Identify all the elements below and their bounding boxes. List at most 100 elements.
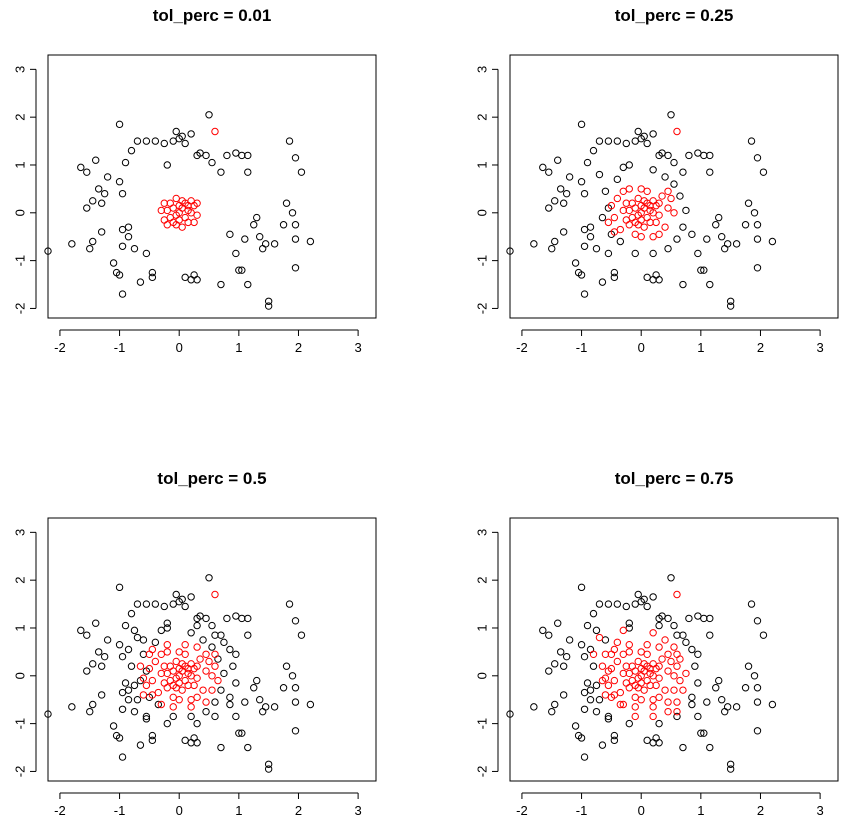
data-point-red <box>658 655 666 663</box>
data-point-black <box>97 662 106 670</box>
data-point-black <box>580 705 589 713</box>
data-point-black <box>670 158 678 167</box>
data-point-red <box>160 679 168 687</box>
data-point-red <box>670 209 678 217</box>
data-point-black <box>118 290 127 298</box>
data-point-red <box>610 645 619 654</box>
data-point-black <box>586 696 595 704</box>
data-point-black <box>715 213 723 222</box>
data-point-black <box>586 233 595 241</box>
data-point-black <box>715 676 723 685</box>
data-point-black <box>193 276 201 284</box>
data-point-black <box>232 679 240 687</box>
data-point-black <box>506 247 514 255</box>
data-point-red <box>643 213 651 222</box>
data-point-black <box>759 631 768 639</box>
data-point-red <box>184 681 192 690</box>
data-point-red <box>196 655 204 663</box>
x-tick-label: 3 <box>354 803 361 818</box>
data-point-black <box>732 240 741 248</box>
data-point-black <box>148 731 157 740</box>
data-point-black <box>616 237 625 246</box>
data-point-black <box>68 240 76 248</box>
data-point-red <box>619 650 628 658</box>
data-point-black <box>571 259 580 267</box>
data-point-black <box>115 178 124 186</box>
data-point-black <box>151 600 160 608</box>
data-point-black <box>115 271 124 279</box>
data-point-black <box>136 741 145 749</box>
data-point-red <box>187 703 195 711</box>
data-point-black <box>202 614 210 623</box>
data-point-red <box>619 187 628 195</box>
data-point-black <box>670 180 678 188</box>
y-tick-label: 3 <box>475 66 490 73</box>
data-point-black <box>613 137 622 145</box>
data-point-black <box>559 228 568 236</box>
data-point-black <box>238 151 246 160</box>
data-point-red <box>646 664 654 673</box>
data-point-black <box>583 621 592 630</box>
y-tick-label: 1 <box>475 161 490 168</box>
data-point-red <box>163 221 171 229</box>
data-point-black <box>559 662 568 670</box>
data-point-red <box>649 712 657 721</box>
data-point-black <box>559 199 568 207</box>
data-point-red <box>610 228 619 236</box>
data-point-black <box>270 703 279 711</box>
data-point-red <box>148 691 157 699</box>
data-point-red <box>160 216 168 224</box>
data-point-black <box>744 662 753 670</box>
data-point-black <box>133 600 142 608</box>
x-tick-label: 1 <box>235 340 242 355</box>
data-point-black <box>750 209 759 217</box>
data-point-red <box>625 185 633 193</box>
data-point-black <box>178 595 186 603</box>
data-point-black <box>232 149 240 157</box>
data-point-black <box>589 609 598 618</box>
data-point-black <box>679 168 687 176</box>
data-point-black <box>589 662 598 670</box>
data-point-black <box>291 727 300 735</box>
scatter-panel-4: tol_perc = 0.75 -2 -1 0 1 2 3 -2 -1 0 1 2 3 <box>475 469 839 818</box>
data-point-red <box>670 643 678 651</box>
data-point-red <box>673 662 681 670</box>
y-tick-label: 2 <box>475 114 490 121</box>
data-point-red <box>604 681 613 690</box>
data-point-black <box>291 617 300 625</box>
data-point-black <box>256 696 264 704</box>
data-point-black <box>163 619 171 627</box>
data-point-black <box>121 679 130 687</box>
data-point-black <box>253 676 261 685</box>
data-point-black <box>124 686 133 694</box>
data-point-red <box>655 199 663 207</box>
data-point-black <box>619 163 628 172</box>
data-point-red <box>169 667 177 675</box>
data-point-red <box>670 672 678 680</box>
data-point-black <box>667 574 675 582</box>
scatter-panel-3: tol_perc = 0.5 -2 -1 0 1 2 3 -2 -1 0 1 2 3 <box>13 469 377 818</box>
data-point-red <box>676 676 684 685</box>
data-point-red <box>625 641 633 649</box>
data-point-red <box>181 650 189 658</box>
data-point-red <box>652 681 660 690</box>
data-point-black <box>673 235 681 243</box>
data-point-red <box>655 693 663 702</box>
x-tick-label: 3 <box>816 340 823 355</box>
data-point-black <box>142 715 151 723</box>
data-point-black <box>178 132 186 140</box>
data-point-red <box>208 686 216 694</box>
data-point-black <box>700 614 708 623</box>
data-point-red <box>649 233 657 241</box>
data-point-red <box>178 223 186 231</box>
data-point-red <box>649 197 657 205</box>
data-point-red <box>595 633 604 642</box>
data-point-black <box>694 149 702 157</box>
data-point-red <box>637 679 645 687</box>
data-point-black <box>139 650 148 658</box>
data-point-black <box>753 684 762 692</box>
data-point-black <box>83 168 91 176</box>
data-point-black <box>226 693 234 702</box>
data-point-black <box>652 734 660 742</box>
